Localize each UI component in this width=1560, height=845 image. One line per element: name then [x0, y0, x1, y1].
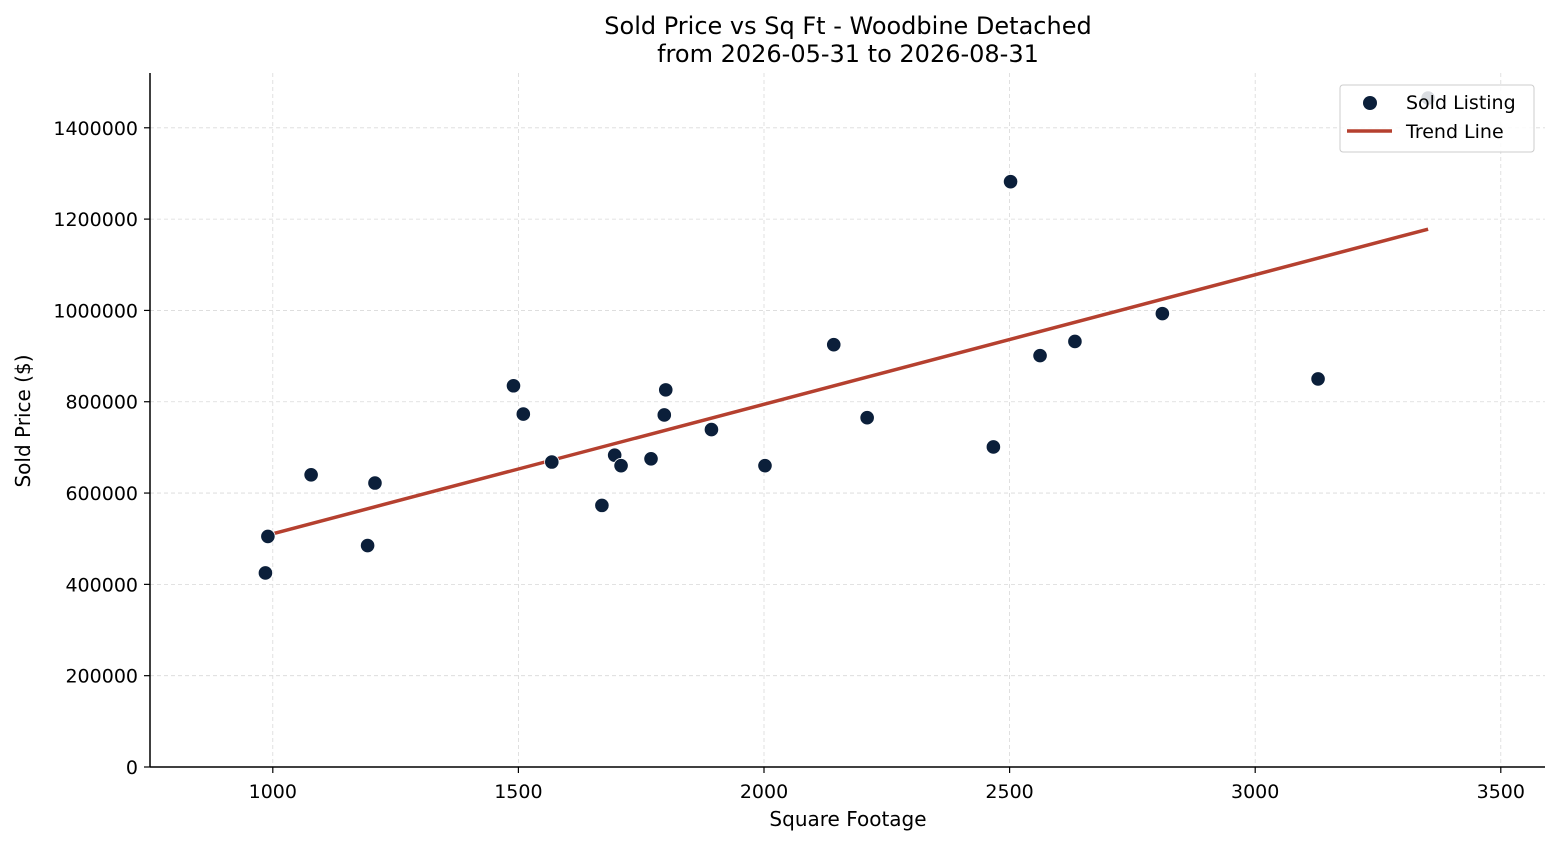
x-tick-label: 1000	[249, 781, 297, 803]
y-tick-label: 1200000	[53, 209, 138, 231]
y-axis-label: Sold Price ($)	[11, 354, 35, 487]
legend: Sold Listing Trend Line	[1339, 84, 1535, 153]
data-point	[643, 451, 659, 467]
data-point	[260, 528, 276, 545]
data-point	[367, 475, 383, 491]
data-point	[656, 407, 672, 423]
trend-line-segment	[267, 227, 1429, 537]
y-tick-label: 600000	[65, 483, 138, 505]
chart-title: Sold Price vs Sq Ft - Woodbine Detached	[604, 12, 1091, 40]
axes	[149, 73, 1545, 768]
x-axis-ticks: 1000 1500 2000 2500 3000 3500	[249, 767, 1525, 803]
data-point	[757, 458, 773, 474]
data-point	[505, 378, 522, 394]
data-point	[613, 458, 629, 474]
y-axis-ticks: 0 200000 400000 600000 800000 1000000 1200000 1…	[53, 118, 150, 779]
legend-marker-sold-listing	[1363, 96, 1377, 110]
x-tick-label: 2000	[740, 781, 788, 803]
data-point	[515, 406, 531, 422]
legend-label-sold-listing: Sold Listing	[1406, 92, 1516, 114]
data-point	[594, 497, 610, 513]
legend-label-trend-line: Trend Line	[1405, 121, 1504, 143]
data-point	[826, 337, 842, 353]
y-tick-label: 200000	[65, 666, 138, 688]
grid	[150, 73, 1545, 767]
x-tick-label: 2500	[985, 781, 1033, 803]
data-point	[985, 439, 1001, 455]
data-point	[1310, 371, 1326, 387]
data-point	[303, 467, 319, 483]
y-tick-label: 800000	[65, 392, 138, 414]
data-point	[257, 565, 274, 581]
data-point	[1154, 306, 1170, 322]
x-tick-label: 3500	[1477, 781, 1525, 803]
data-point	[703, 421, 720, 438]
data-point	[1032, 348, 1048, 364]
chart-subtitle: from 2026-05-31 to 2026-08-31	[657, 40, 1039, 68]
y-tick-label: 0	[126, 757, 138, 779]
y-tick-label: 1400000	[53, 118, 138, 140]
y-tick-label: 1000000	[53, 300, 138, 322]
data-point	[360, 537, 376, 554]
x-tick-label: 3000	[1231, 781, 1279, 803]
scatter-points	[257, 90, 1436, 581]
data-point	[544, 454, 560, 470]
data-point	[1002, 174, 1019, 190]
data-point	[859, 410, 875, 426]
legend-box	[1339, 84, 1535, 153]
trend-line	[267, 227, 1429, 537]
x-axis-label: Square Footage	[769, 807, 926, 831]
y-tick-label: 400000	[65, 574, 138, 596]
x-tick-label: 1500	[494, 781, 542, 803]
data-point	[1067, 333, 1083, 350]
data-point	[658, 382, 674, 398]
